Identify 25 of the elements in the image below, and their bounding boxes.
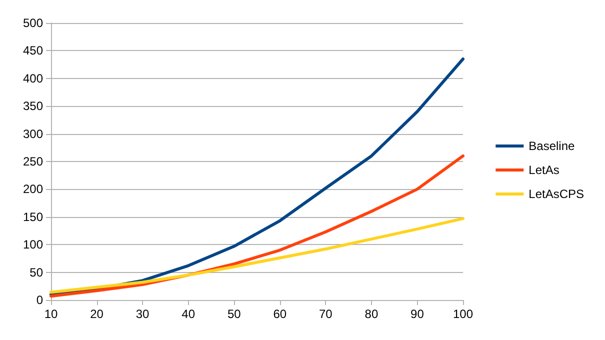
y-tick-label: 400 — [22, 71, 44, 86]
y-tick-label: 50 — [30, 265, 44, 280]
x-tick-label: 30 — [136, 307, 150, 321]
x-tick-label: 70 — [318, 307, 333, 321]
legend-label: LetAsCPS — [528, 187, 584, 201]
line-series — [50, 217, 464, 294]
x-tick-label: 40 — [182, 307, 196, 321]
y-tick-label: 200 — [22, 182, 44, 196]
y-tick-label: 0 — [36, 293, 44, 307]
y-tick-label: 450 — [22, 44, 44, 58]
legend-label: Baseline — [528, 139, 575, 153]
y-tick-label: 350 — [22, 99, 44, 114]
legend-label: LetAs — [528, 163, 560, 177]
x-tick-label: 20 — [90, 307, 104, 321]
y-tick-label: 500 — [22, 16, 44, 30]
x-tick-label: 50 — [227, 307, 242, 321]
y-tick-label: 150 — [22, 210, 44, 224]
x-tick-label: 90 — [410, 307, 424, 321]
y-tick-label: 300 — [22, 126, 44, 141]
x-tick-label: 10 — [44, 307, 58, 321]
y-tick-label: 250 — [22, 154, 44, 168]
x-tick-label: 60 — [273, 307, 287, 321]
y-tick-label: 100 — [22, 238, 44, 252]
x-tick-label: 100 — [452, 307, 474, 321]
x-tick-label: 80 — [364, 307, 378, 321]
